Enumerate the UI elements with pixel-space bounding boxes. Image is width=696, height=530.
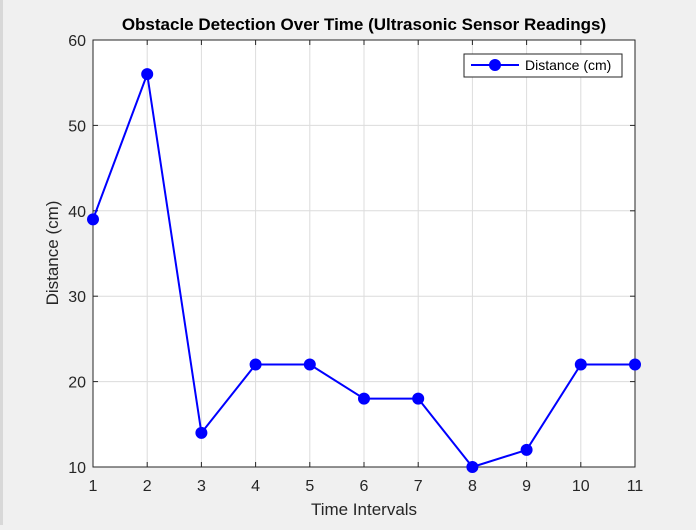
series-layer: [87, 68, 641, 473]
x-tick-label: 4: [251, 478, 260, 495]
data-point: [303, 358, 316, 371]
x-tick-label: 10: [572, 478, 590, 495]
legend: Distance (cm): [463, 53, 623, 78]
y-tick-label: 10: [68, 460, 86, 477]
y-axis-label: Distance (cm): [43, 201, 62, 306]
data-point: [520, 443, 533, 456]
x-tick-label: 6: [360, 478, 369, 495]
y-tick-label: 50: [68, 118, 86, 135]
x-tick-label: 2: [143, 478, 152, 495]
x-tick-label: 3: [197, 478, 206, 495]
window-edge: [0, 0, 3, 525]
x-tick-label: 5: [305, 478, 314, 495]
data-point: [412, 392, 425, 405]
chart-title: Obstacle Detection Over Time (Ultrasonic…: [122, 15, 606, 34]
legend-label: Distance (cm): [525, 57, 611, 73]
data-point: [195, 426, 208, 439]
x-tick-label: 7: [414, 478, 423, 495]
legend-marker-sample: [489, 59, 501, 71]
y-tick-label: 60: [68, 33, 86, 50]
y-tick-label: 40: [68, 204, 86, 221]
x-tick-label: 9: [522, 478, 531, 495]
x-tick-label: 8: [468, 478, 477, 495]
axis-ticks: 1 2 3 4 5 6 7 8 9 10 11 10 20 30 40 50 60: [68, 33, 643, 495]
x-axis-label: Time Intervals: [311, 500, 417, 519]
data-point: [358, 392, 370, 405]
data-point: [629, 358, 641, 371]
data-point: [249, 358, 262, 371]
x-tick-label: 11: [627, 478, 644, 495]
legend-box: [463, 53, 623, 78]
y-tick-label: 20: [68, 375, 86, 392]
data-point: [466, 461, 479, 473]
y-tick-label: 30: [68, 289, 86, 306]
data-point: [574, 358, 587, 371]
data-point: [87, 213, 99, 226]
x-tick-label: 1: [89, 478, 98, 495]
data-point: [141, 68, 154, 81]
